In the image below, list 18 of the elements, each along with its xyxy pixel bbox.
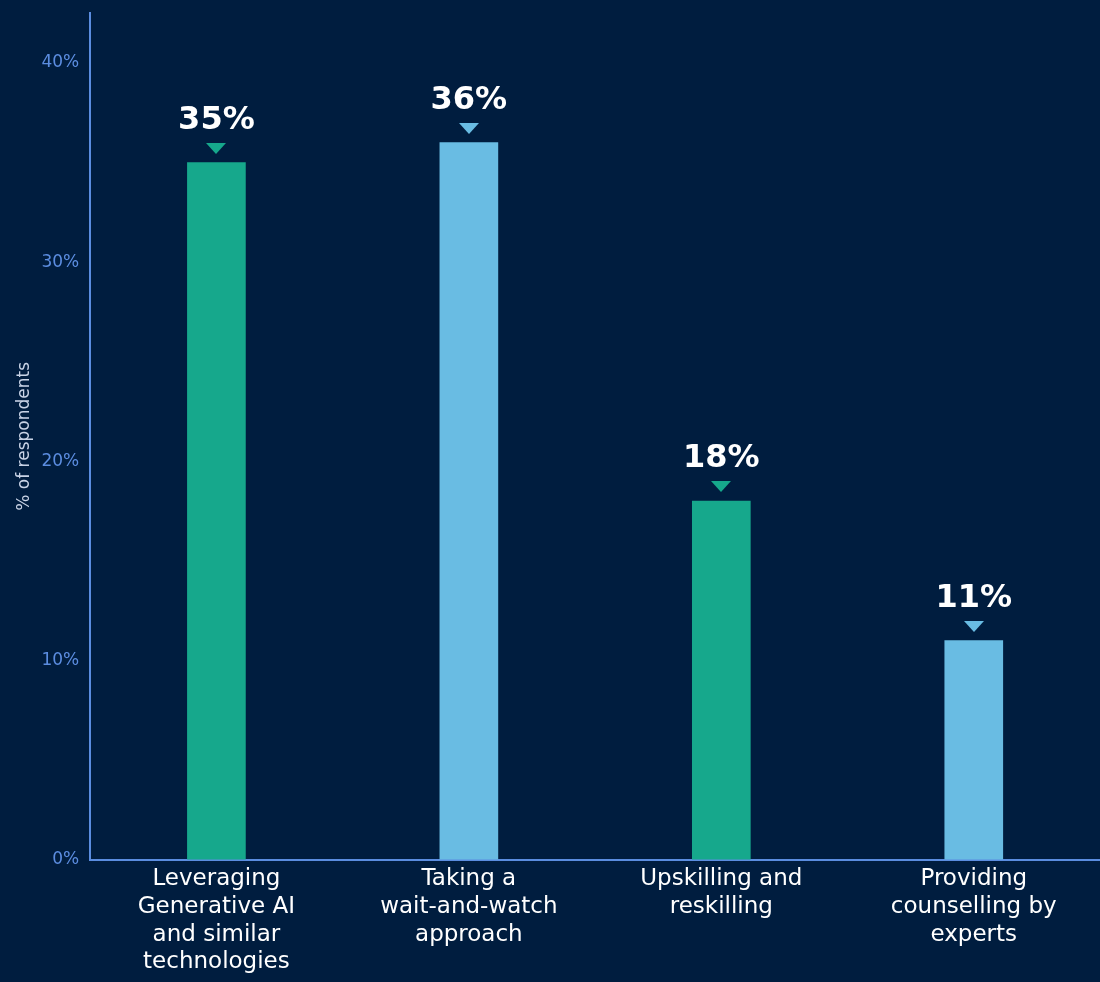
y-tick-label: 10% — [41, 648, 80, 669]
bar — [187, 162, 246, 860]
x-tick-label: Taking a wait-and-watch approach — [380, 864, 558, 946]
bar — [439, 142, 499, 860]
x-tick-label: Upskilling and reskilling — [640, 864, 803, 918]
y-tick-label: 40% — [41, 51, 80, 72]
bar — [691, 500, 751, 860]
data-label: 36% — [430, 78, 508, 117]
data-label: 35% — [178, 98, 255, 137]
y-tick-label: 20% — [41, 449, 80, 470]
data-label: 18% — [683, 437, 760, 476]
x-tick-label: Providing counselling by experts — [890, 864, 1057, 946]
y-axis-title: % of respondents — [12, 361, 33, 511]
data-label: 11% — [935, 576, 1013, 615]
x-tick-label: Leveraging Generative AI and similar technologies — [137, 864, 296, 974]
bar — [944, 640, 1004, 860]
y-tick-label: 0% — [52, 848, 80, 869]
y-tick-label: 30% — [41, 250, 80, 271]
